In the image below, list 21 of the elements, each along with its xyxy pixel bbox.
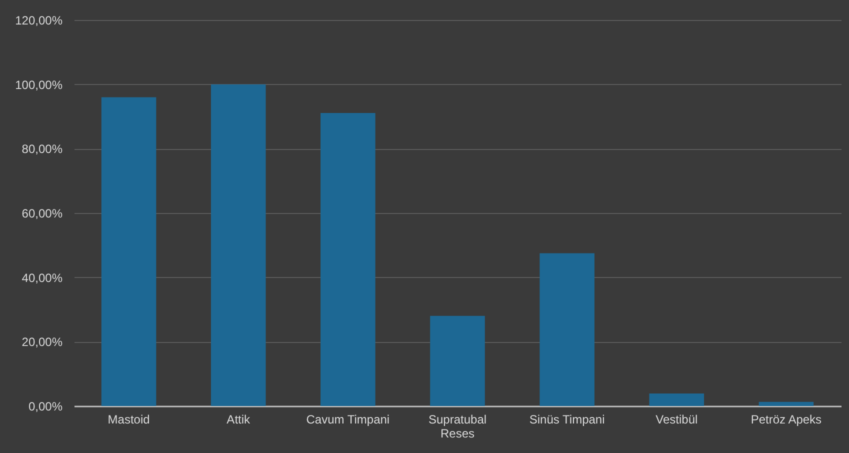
x-tick-label: Attik [226, 412, 252, 426]
y-tick-label: 60,00% [22, 206, 63, 220]
x-tick-label: Mastoid [108, 412, 150, 426]
bar [430, 316, 485, 406]
y-tick-label: 40,00% [22, 270, 63, 285]
bar [320, 112, 376, 406]
y-tick-label: 80,00% [22, 142, 63, 156]
x-tick-label: Petröz Apeks [750, 412, 822, 426]
y-tick-label: 20,00% [22, 335, 63, 350]
bar [758, 402, 814, 406]
y-tick-label: 120,00% [15, 14, 63, 28]
x-tick-label: Supratubal Reses [428, 412, 487, 440]
bar [101, 97, 156, 406]
y-tick-label: 100,00% [15, 78, 63, 92]
x-tick-label: Vestibül [656, 412, 698, 426]
x-tick-label: Sinüs Timpani [529, 412, 605, 426]
bar [210, 84, 266, 406]
bar [540, 253, 594, 406]
bar [649, 393, 704, 406]
x-tick-label: Cavum Timpani [306, 412, 390, 426]
y-tick-label: 0,00% [28, 400, 63, 414]
